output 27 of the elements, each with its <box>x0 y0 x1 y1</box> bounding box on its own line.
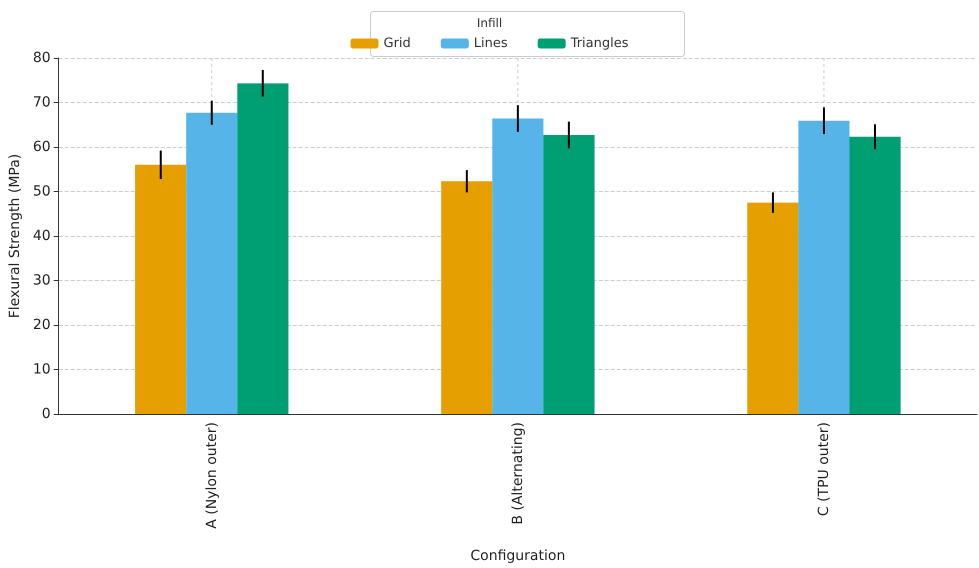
y-tick-label: 10 <box>32 362 51 378</box>
x-tick-label: A (Nylon outer) <box>204 422 220 529</box>
legend-label: Lines <box>474 36 508 51</box>
bar <box>798 120 850 414</box>
y-tick-label: 50 <box>32 184 51 200</box>
legend-title: Infill <box>476 16 502 30</box>
legend-label: Triangles <box>570 36 629 51</box>
bar <box>543 134 595 414</box>
x-tick-label: C (TPU outer) <box>816 422 832 516</box>
y-tick-label: 60 <box>32 139 51 155</box>
y-axis-title: Flexural Strength (MPa) <box>7 154 23 318</box>
legend-label: Grid <box>384 36 411 51</box>
y-tick-label: 80 <box>32 50 51 66</box>
bar <box>441 181 492 414</box>
x-tick-label: B (Alternating) <box>510 422 526 525</box>
y-tick-label: 40 <box>32 228 51 244</box>
bar <box>186 112 238 414</box>
y-tick-label: 30 <box>32 272 51 288</box>
bar <box>135 164 186 414</box>
bar <box>747 202 798 414</box>
y-tick-label: 0 <box>42 406 51 422</box>
bar <box>850 136 901 414</box>
y-tick-label: 20 <box>32 317 51 333</box>
x-axis-title: Configuration <box>470 548 566 564</box>
bar <box>492 118 544 414</box>
y-tick-label: 70 <box>32 94 51 110</box>
bar <box>237 83 288 414</box>
